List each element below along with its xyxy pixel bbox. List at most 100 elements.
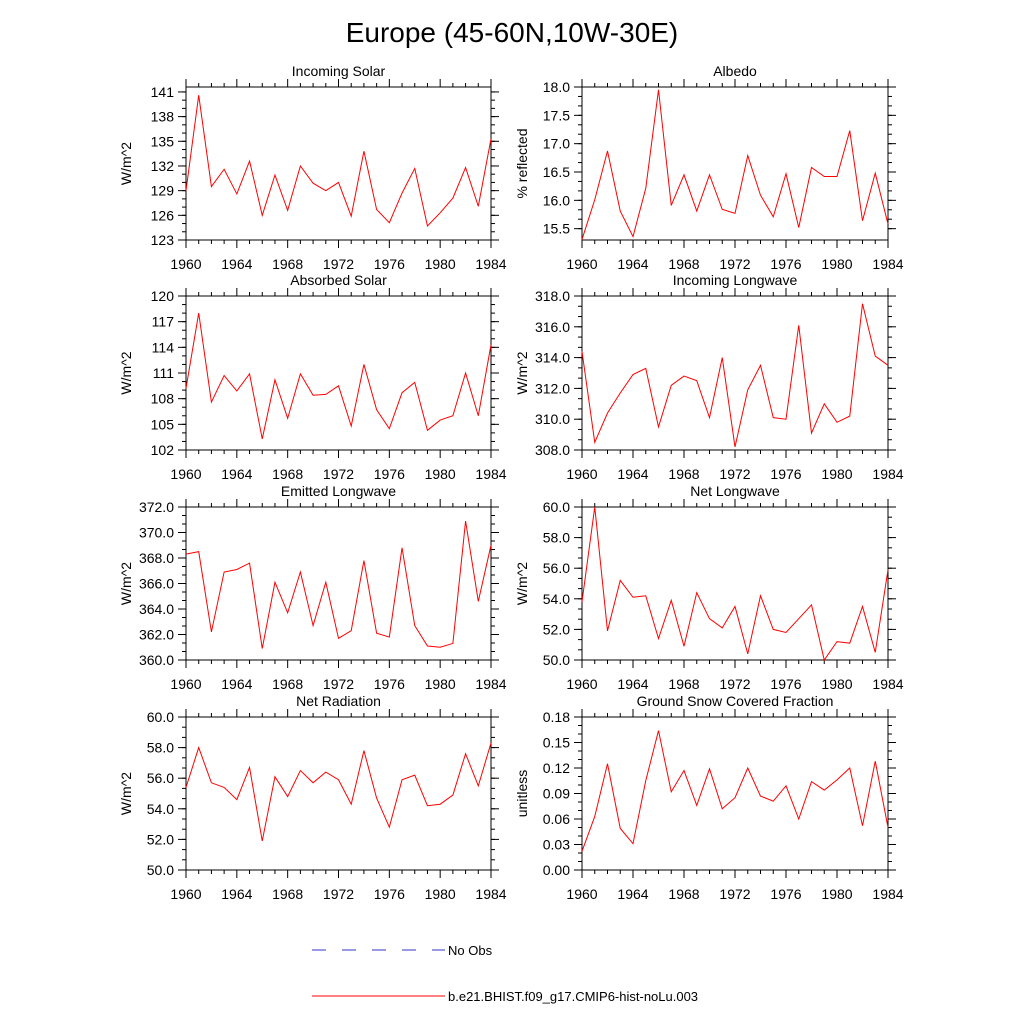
series-line [581,506,889,662]
series-line [581,89,889,240]
y-tick-label: 0.03 [543,837,570,853]
panel-frame [581,86,889,241]
x-tick-label: 1960 [170,256,201,272]
y-axis-label: W/m^2 [118,562,134,605]
x-tick-label: 1980 [425,256,456,272]
y-tick-label: 17.0 [543,136,570,152]
x-tick-label: 1984 [872,256,903,272]
x-tick-label: 1964 [617,676,648,692]
y-tick-label: 111 [153,365,174,381]
x-tick-label: 1960 [566,676,597,692]
x-tick-label: 1984 [475,676,506,692]
panel-7: Ground Snow Covered Fraction unitless 0.00… [514,693,904,902]
x-tick-label: 1976 [374,676,405,692]
x-tick-label: 1980 [821,886,852,902]
series-line [185,520,492,649]
x-tick-label: 1968 [272,256,303,272]
series-line [581,730,889,852]
y-tick-label: 52.0 [147,831,174,847]
x-tick-label: 1972 [719,466,750,482]
panel-title: Incoming Longwave [673,272,798,288]
y-tick-label: 15.5 [543,221,570,237]
y-tick-label: 117 [152,314,175,330]
x-tick-label: 1964 [617,256,648,272]
y-tick-label: 17.5 [543,107,570,123]
y-tick-label: 56.0 [543,560,570,576]
y-tick-label: 368.0 [139,550,174,566]
x-tick-label: 1960 [170,886,201,902]
x-tick-label: 1960 [170,466,201,482]
y-tick-label: 0.15 [543,735,570,751]
x-tick-label: 1964 [221,256,252,272]
panel-title: Ground Snow Covered Fraction [637,693,834,709]
panel-1: Albedo % reflected 15.5 16.0 16.5 17.0 17.5 18.… [514,63,904,272]
y-tick-label: 54.0 [543,591,570,607]
y-tick-label: 312.0 [535,380,570,396]
x-tick-label: 1964 [221,886,252,902]
y-tick-label: 50.0 [147,862,174,878]
y-tick-label: 58.0 [543,530,570,546]
panel-frame [581,716,889,871]
y-tick-label: 308.0 [535,442,570,458]
x-tick-label: 1984 [872,676,903,692]
x-tick-label: 1980 [821,466,852,482]
panel-frame [581,506,889,661]
series-line [185,742,492,842]
y-tick-label: 16.5 [543,164,570,180]
y-axis-label: % reflected [514,128,530,198]
y-tick-label: 141 [151,84,175,100]
y-tick-label: 123 [151,232,175,248]
x-tick-label: 1984 [475,256,506,272]
y-tick-label: 54.0 [147,801,174,817]
x-tick-label: 1972 [323,886,354,902]
y-tick-label: 50.0 [543,652,570,668]
x-tick-label: 1984 [475,886,506,902]
y-tick-label: 18.0 [543,79,570,95]
x-tick-label: 1968 [272,676,303,692]
y-tick-label: 16.0 [543,192,570,208]
x-tick-label: 1972 [719,886,750,902]
panel-frame [185,86,492,241]
y-axis-label: W/m^2 [118,351,134,394]
panel-title: Albedo [713,63,757,79]
x-tick-label: 1976 [770,466,801,482]
y-tick-label: 318.0 [535,288,570,304]
y-tick-label: 58.0 [147,740,174,756]
chart-panels: Incoming Solar W/m^2 123 126 129 132 135 138 141… [118,63,904,902]
y-tick-label: 360.0 [139,652,174,668]
x-tick-label: 1960 [566,256,597,272]
x-tick-label: 1980 [821,256,852,272]
x-tick-label: 1960 [566,886,597,902]
x-tick-label: 1972 [719,676,750,692]
y-tick-label: 129 [151,183,175,199]
panel-0: Incoming Solar W/m^2 123 126 129 132 135 138 141… [118,63,507,272]
x-tick-label: 1972 [323,676,354,692]
y-tick-label: 108 [151,391,175,407]
y-tick-label: 372.0 [139,499,174,515]
panel-title: Emitted Longwave [281,483,396,499]
legend-obs-label: No Obs [448,943,493,958]
x-tick-label: 1976 [374,256,405,272]
x-tick-label: 1980 [425,676,456,692]
x-tick-label: 1980 [425,466,456,482]
y-axis-label: W/m^2 [514,562,530,605]
y-tick-label: 0.12 [543,760,570,776]
series-line [581,303,889,448]
legend: No Obs b.e21.BHIST.f09_g17.CMIP6-hist-no… [312,943,698,1004]
y-tick-label: 60.0 [147,709,174,725]
panel-4: Emitted Longwave W/m^2 360.0 362.0 364.0 366.… [118,483,507,692]
legend-model-label: b.e21.BHIST.f09_g17.CMIP6-hist-noLu.003 [448,989,698,1004]
x-tick-label: 1960 [566,466,597,482]
x-tick-label: 1972 [323,466,354,482]
y-tick-label: 314.0 [535,350,570,366]
y-tick-label: 316.0 [535,319,570,335]
x-tick-label: 1984 [872,886,903,902]
y-axis-label: W/m^2 [514,351,530,394]
x-tick-label: 1964 [617,886,648,902]
x-tick-label: 1976 [770,256,801,272]
x-tick-label: 1980 [425,886,456,902]
x-tick-label: 1964 [617,466,648,482]
panel-5: Net Longwave W/m^2 50.0 52.0 54.0 56.0 58.0 60.… [514,483,904,692]
x-tick-label: 1972 [323,256,354,272]
